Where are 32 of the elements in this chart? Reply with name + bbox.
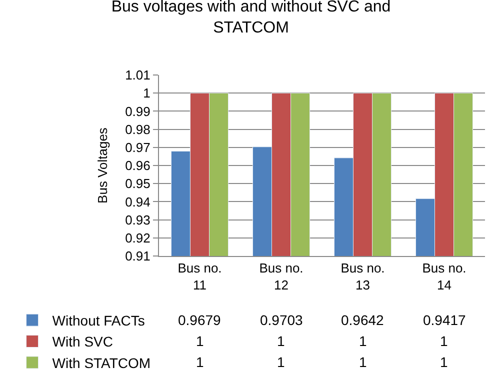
data-label: 1 <box>196 333 204 349</box>
y-tick-label: 0.95 <box>125 176 150 192</box>
y-tick-label: 0.97 <box>125 140 150 155</box>
y-tick-label: 1 <box>143 86 150 101</box>
y-tick-label: 0.96 <box>125 158 150 174</box>
data-label: 1 <box>359 354 367 370</box>
y-tick-label: 0.98 <box>125 122 150 137</box>
x-tick-label: Bus no. 12 <box>259 260 304 292</box>
data-label: 1 <box>277 354 285 370</box>
y-tick-label: 0.93 <box>125 212 150 228</box>
y-tick-label: 0.92 <box>125 230 150 246</box>
y-tick-label: 0.94 <box>125 194 150 210</box>
x-tick-label: Bus no. 14 <box>422 260 466 292</box>
data-label: 0.9642 <box>341 312 384 328</box>
data-label: 1 <box>359 333 367 349</box>
data-label: 0.9703 <box>260 312 304 328</box>
legend-label: Without FACTs <box>52 312 145 329</box>
data-label: 0.9679 <box>178 312 222 328</box>
y-tick-label: 1.01 <box>125 68 150 83</box>
legend-label: With SVC <box>52 334 113 350</box>
y-tick-label: 0.99 <box>125 104 150 119</box>
x-tick-label: Bus no. 11 <box>178 260 222 292</box>
data-label: 0.9417 <box>423 312 466 328</box>
x-tick-label: Bus no. 13 <box>340 260 385 292</box>
y-axis-title: Bus Voltages <box>95 127 110 204</box>
data-label: 1 <box>440 354 448 370</box>
data-label: 1 <box>196 354 204 370</box>
data-label: 1 <box>277 333 285 349</box>
chart-title: Bus voltages with and without SVC and STATCOM <box>111 0 391 36</box>
data-label: 1 <box>440 333 448 349</box>
y-tick-label: 0.91 <box>125 248 150 264</box>
legend-label: With STATCOM <box>52 354 151 371</box>
